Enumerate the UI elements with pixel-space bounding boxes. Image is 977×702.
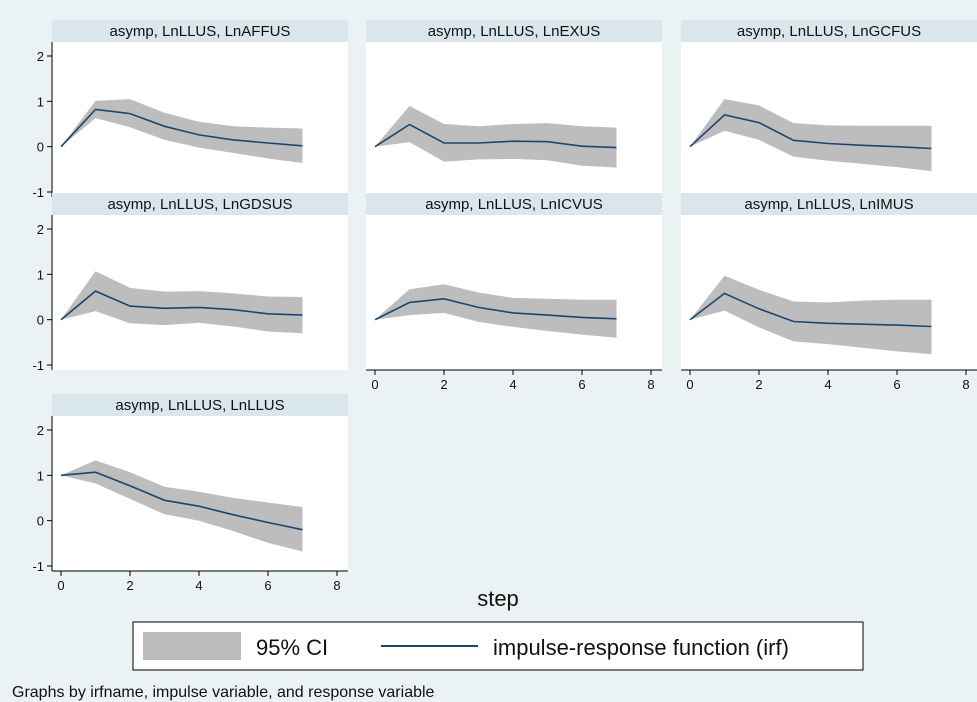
x-tick-label: 4 [195,578,202,593]
y-tick-label: -1 [32,185,44,200]
irf-panel: asymp, LnLLUS, LnLLUS -1 0 1 2 0 2 4 6 8 [32,394,348,593]
x-tick-label: 0 [371,377,378,392]
x-tick-label: 2 [126,578,133,593]
y-tick-label: 2 [37,222,44,237]
x-tick-label: 0 [57,578,64,593]
panel-title-strip [366,193,662,215]
legend-ci-swatch [143,632,241,660]
y-tick-label: 1 [37,468,44,483]
panel-title: asymp, LnLLUS, LnGCFUS [737,23,921,40]
irf-line [60,471,303,531]
panel-title: asymp, LnLLUS, LnAFFUS [110,23,291,40]
y-tick-label: 2 [37,423,44,438]
irf-panel: asymp, LnLLUS, LnGDSUS -1 0 1 2 [32,193,348,373]
irf-line [60,108,303,148]
panel-title: asymp, LnLLUS, LnIMUS [744,196,913,213]
plot-region [52,42,348,197]
y-tick-label: 2 [37,49,44,64]
panel-title: asymp, LnLLUS, LnLLUS [115,397,284,414]
irf-panel: asymp, LnLLUS, LnGCFUS [681,20,977,197]
irf-line [374,123,617,149]
ci-band [375,105,617,168]
y-tick-label: 1 [37,94,44,109]
figure-note: Graphs by irfname, impulse variable, and… [12,684,435,701]
panel-title-strip [681,20,977,42]
irf-panel: asymp, LnLLUS, LnEXUS [366,20,662,197]
ci-band [690,99,932,172]
x-tick-label: 2 [440,377,447,392]
x-tick-label: 6 [264,578,271,593]
irf-panel: asymp, LnLLUS, LnIMUS 0 2 4 6 8 [681,193,977,392]
panel-title-strip [366,20,662,42]
y-tick-label: 1 [37,267,44,282]
legend-irf-label: impulse-response function (irf) [493,635,789,660]
ci-band [61,271,303,334]
y-tick-label: 0 [37,140,44,155]
y-tick-label: 0 [37,313,44,328]
panel-title-strip [52,193,348,215]
legend-box [132,621,864,671]
irf-line [60,290,303,321]
panel-title: asymp, LnLLUS, LnGDSUS [107,196,292,213]
x-tick-label: 8 [962,377,969,392]
x-axis-title: step [477,586,519,611]
x-tick-label: 0 [686,377,693,392]
panel-title: asymp, LnLLUS, LnEXUS [428,23,601,40]
irf-line [689,292,932,328]
x-tick-label: 8 [647,377,654,392]
panel-title: asymp, LnLLUS, LnICVUS [425,196,603,213]
panel-title-strip [52,394,348,416]
ci-band [690,275,932,355]
legend: 95% CI impulse-response function (irf) [132,621,864,671]
x-tick-label: 6 [578,377,585,392]
y-tick-label: 0 [37,514,44,529]
irf-line [689,114,932,150]
irf-panel: asymp, LnLLUS, LnAFFUS -1 0 1 2 [32,20,348,200]
panel-title-strip [52,20,348,42]
y-tick-label: -1 [32,559,44,574]
y-tick-label: -1 [32,358,44,373]
x-tick-label: 2 [755,377,762,392]
x-tick-label: 6 [893,377,900,392]
ci-band [375,284,617,338]
legend-ci-label: 95% CI [256,635,328,660]
x-tick-label: 4 [509,377,516,392]
irf-line [374,297,617,321]
irf-panel: asymp, LnLLUS, LnICVUS 0 2 4 6 8 [366,193,662,392]
x-tick-label: 4 [824,377,831,392]
x-tick-label: 8 [333,578,340,593]
panel-title-strip [681,193,977,215]
